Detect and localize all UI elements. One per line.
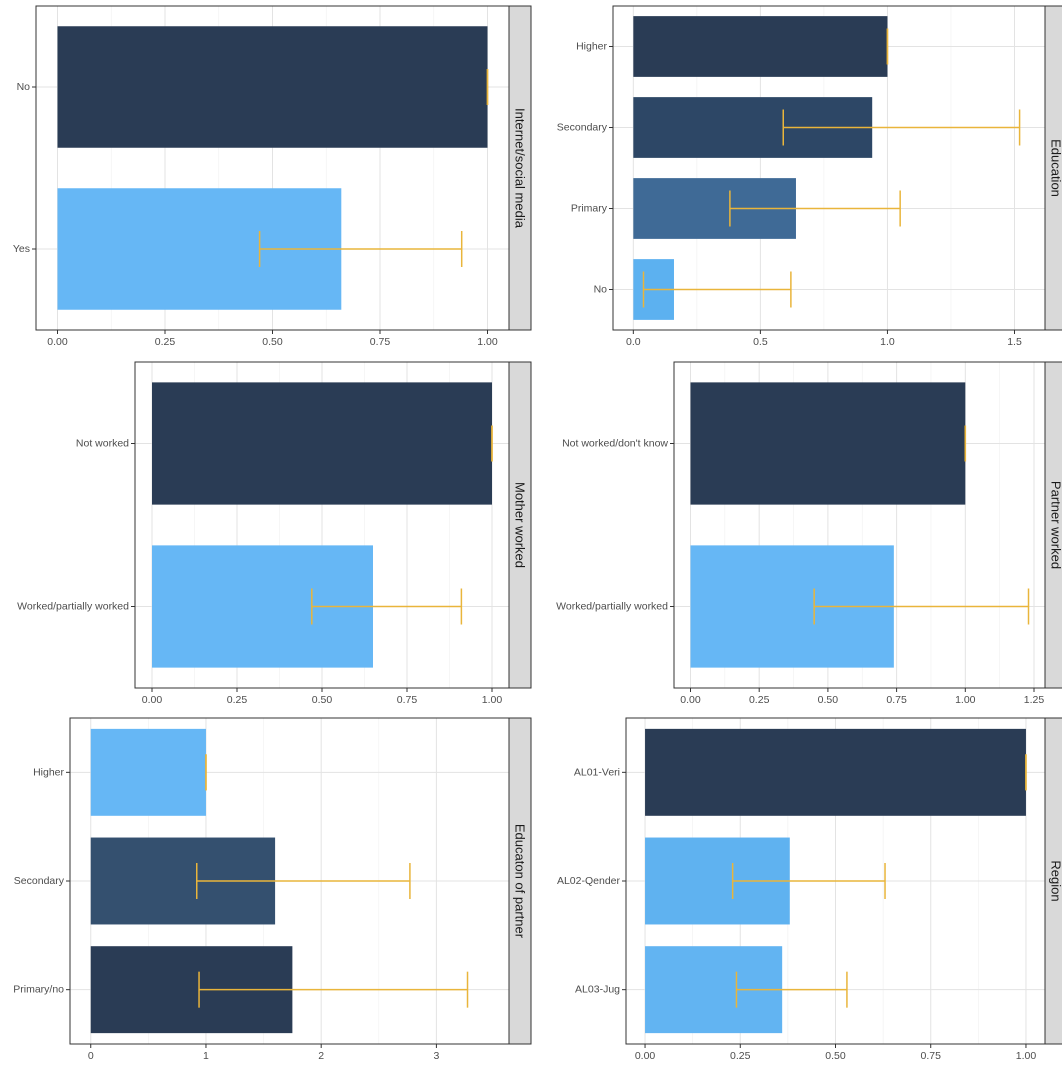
x-tick-label: 0.75: [397, 694, 418, 706]
x-tick-label: 3: [433, 1050, 439, 1062]
x-tick-label: 0.75: [921, 1050, 942, 1062]
x-tick-label: 0.00: [680, 694, 701, 706]
x-tick-label: 2: [318, 1050, 324, 1062]
y-tick-label: AL01-Veri: [574, 766, 620, 778]
x-tick-label: 1.00: [955, 694, 976, 706]
y-tick-label: No: [594, 284, 608, 296]
bar-not-worked: [152, 382, 492, 504]
y-tick-label: Primary/no: [13, 984, 64, 996]
y-tick-label: Worked/partially worked: [17, 601, 129, 613]
facet-strip-label: Region: [1049, 860, 1062, 901]
facet-strip-label: Mother worked: [513, 482, 528, 568]
panel-3: Partner worked Not worked/don't know Worke…: [556, 362, 1062, 706]
y-tick-label: Secondary: [557, 122, 608, 134]
y-tick-label: AL03-Jug: [575, 984, 620, 996]
y-tick-label: No: [17, 81, 31, 93]
x-tick-label: 0.00: [47, 336, 68, 348]
bar-al01-veri: [645, 729, 1026, 816]
facet-strip-label: Internet/social media: [513, 108, 528, 229]
y-tick-label: Primary: [571, 203, 608, 215]
x-tick-label: 0.0: [626, 336, 641, 348]
panel-4: Educaton of partner Higher Secondary Primar…: [13, 718, 531, 1062]
y-tick-label: AL02-Qender: [557, 875, 621, 887]
y-tick-label: Higher: [33, 766, 64, 778]
bar-not-worked-don-t-know: [690, 382, 965, 504]
y-tick-label: Worked/partially worked: [556, 601, 668, 613]
x-tick-label: 1.25: [1024, 694, 1045, 706]
panel-1: Education Higher Secondary Primary No 0.0 0.5 1…: [557, 6, 1062, 348]
x-tick-label: 0.5: [753, 336, 768, 348]
x-tick-label: 0.50: [312, 694, 333, 706]
x-tick-label: 1: [203, 1050, 209, 1062]
x-tick-label: 0.25: [730, 1050, 751, 1062]
panel-5: Region AL01-Veri AL02-Qender AL03-Jug 0.00 0.…: [557, 718, 1062, 1062]
panel-2: Mother worked Not worked Worked/partially …: [17, 362, 531, 706]
x-tick-label: 0.75: [886, 694, 907, 706]
x-tick-label: 1.0: [880, 336, 895, 348]
facet-strip-label: Partner worked: [1049, 481, 1062, 569]
x-tick-label: 0.50: [825, 1050, 846, 1062]
x-tick-label: 0.00: [635, 1050, 656, 1062]
x-tick-label: 0.75: [370, 336, 391, 348]
y-tick-label: Not worked/don't know: [562, 438, 668, 450]
facet-strip-label: Educaton of partner: [513, 824, 528, 939]
x-tick-label: 0.25: [155, 336, 176, 348]
x-tick-label: 1.00: [482, 694, 503, 706]
x-tick-label: 1.00: [1016, 1050, 1037, 1062]
panel-0: Internet/social media No Yes 0.00 0.25 0.50 0.…: [13, 6, 531, 348]
y-tick-label: Not worked: [76, 438, 129, 450]
x-tick-label: 0.50: [262, 336, 283, 348]
y-tick-label: Higher: [576, 41, 607, 53]
x-tick-label: 0.25: [749, 694, 770, 706]
facet-strip-label: Education: [1049, 139, 1062, 197]
x-tick-label: 0: [88, 1050, 94, 1062]
x-tick-label: 0.00: [142, 694, 163, 706]
bar-higher: [633, 16, 887, 77]
y-tick-label: Secondary: [14, 875, 65, 887]
x-tick-label: 0.50: [818, 694, 839, 706]
x-tick-label: 1.00: [477, 336, 498, 348]
y-tick-label: Yes: [13, 243, 30, 255]
x-tick-label: 0.25: [227, 694, 248, 706]
bar-no: [58, 26, 488, 148]
bar-higher: [91, 729, 206, 816]
x-tick-label: 1.5: [1007, 336, 1022, 348]
